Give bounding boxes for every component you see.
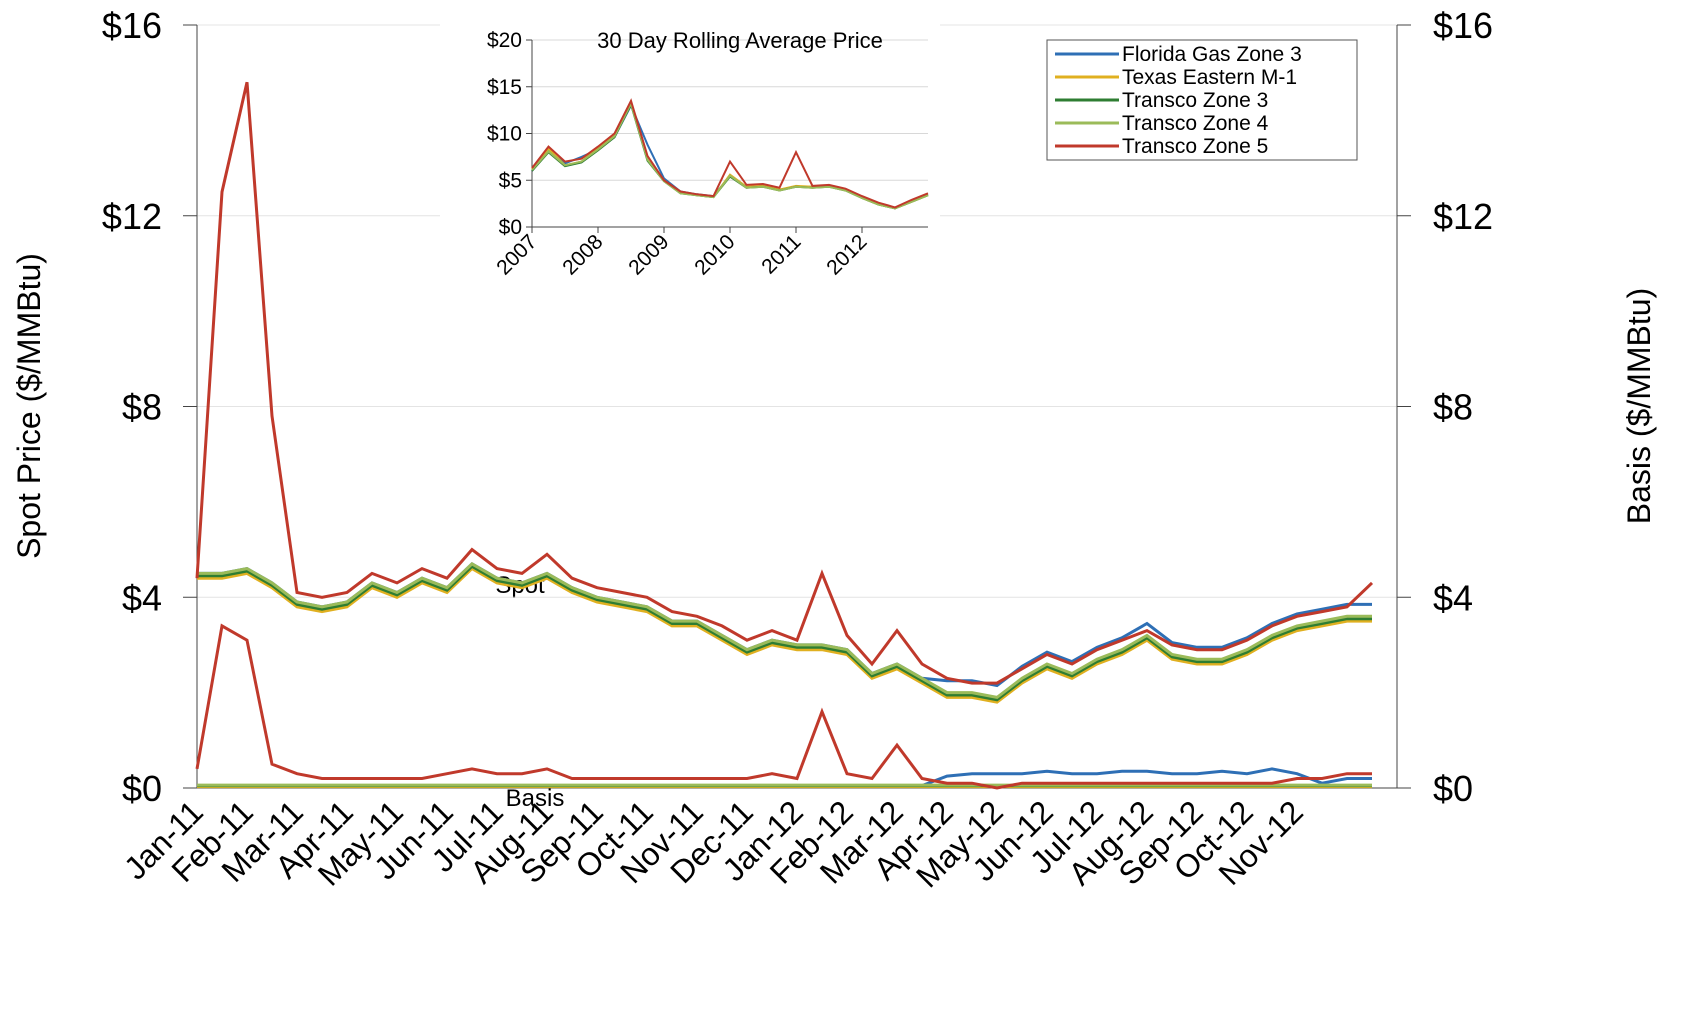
inset-title: 30 Day Rolling Average Price — [597, 28, 883, 53]
spot-line — [197, 566, 1372, 704]
y2-axis-label: Basis ($/MMBtu) — [1621, 288, 1657, 524]
basis-line — [195, 623, 1372, 790]
spot-line — [195, 81, 1374, 685]
legend-label: Florida Gas Zone 3 — [1122, 43, 1302, 66]
y-axis-label: Spot Price ($/MMBtu) — [11, 253, 47, 559]
legend-label: Texas Eastern M-1 — [1122, 66, 1297, 89]
y-tick-label: $15 — [487, 76, 522, 99]
spot-line — [197, 564, 1372, 702]
legend-label: Transco Zone 4 — [1122, 112, 1269, 135]
inset-line — [531, 98, 929, 209]
y-tick-label: $8 — [122, 387, 162, 428]
inset-line — [531, 100, 929, 210]
y-tick-label: $5 — [499, 169, 522, 192]
y-tick-label: $0 — [499, 216, 522, 239]
y-tick-label: $20 — [487, 29, 522, 52]
y-tick-label: $16 — [102, 5, 162, 46]
spot-line — [197, 562, 1372, 699]
y-tick-label: $12 — [102, 196, 162, 237]
annotation: Basis — [506, 785, 565, 812]
y-tick-label: $10 — [487, 123, 522, 146]
legend-label: Transco Zone 3 — [1122, 89, 1268, 112]
y2-tick-label: $0 — [1433, 768, 1473, 809]
y2-tick-label: $4 — [1433, 577, 1473, 618]
y-tick-label: $4 — [122, 577, 162, 618]
inset-background — [440, 20, 940, 320]
y2-tick-label: $8 — [1433, 387, 1473, 428]
y2-tick-label: $16 — [1433, 5, 1493, 46]
y2-tick-label: $12 — [1433, 196, 1493, 237]
y-tick-label: $0 — [122, 768, 162, 809]
legend-label: Transco Zone 5 — [1122, 135, 1268, 158]
